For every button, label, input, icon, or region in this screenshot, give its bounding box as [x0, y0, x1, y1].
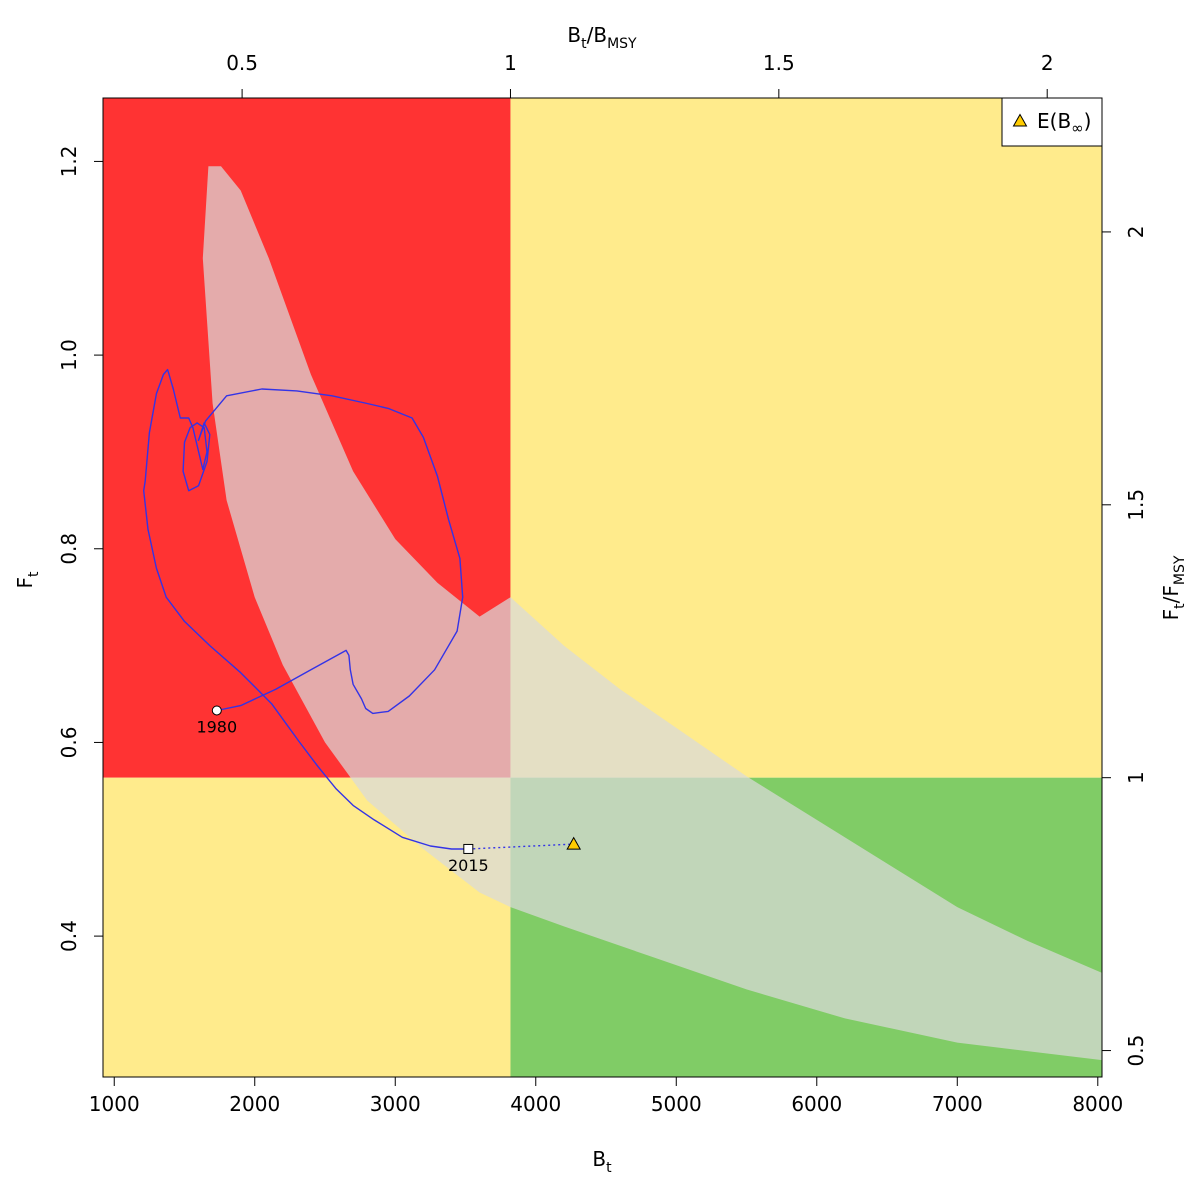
expected-biomass-marker [566, 836, 582, 850]
start-point-marker [211, 705, 222, 716]
legend-label-main: E(B [1037, 109, 1071, 133]
top-tick-label: 0.5 [226, 51, 258, 75]
left-tick-label: 0.4 [57, 920, 81, 952]
year-label-2015: 2015 [448, 856, 489, 875]
legend-triangle-icon [1012, 113, 1028, 127]
left-tick-label: 1.0 [57, 339, 81, 371]
right-tick-label: 1 [1124, 771, 1148, 784]
x-axis-title-sub: t [606, 1160, 612, 1176]
end-point-marker [463, 843, 474, 854]
bottom-tick-label: 7000 [932, 1092, 983, 1116]
bottom-tick-label: 8000 [1072, 1092, 1123, 1116]
top-axis-title-slash: /B [587, 23, 607, 47]
y-axis-title: Ft [13, 571, 42, 589]
top-tick-label: 1 [504, 51, 517, 75]
left-tick-label: 0.6 [57, 727, 81, 759]
confidence-region-layer [202, 166, 1102, 1061]
right-axis-title-sub2: MSY [1172, 555, 1188, 585]
top-axis-title-sub2: MSY [607, 36, 637, 52]
right-tick-label: 0.5 [1124, 1035, 1148, 1067]
bottom-tick-label: 6000 [791, 1092, 842, 1116]
axes-layer: 1000 2000 3000 4000 5000 6000 7000 8000 0.4 0.6 0.… [57, 51, 1148, 1116]
year-label-1980: 1980 [196, 717, 237, 736]
bottom-tick-label: 5000 [651, 1092, 702, 1116]
x-axis-title-main: B [592, 1147, 606, 1171]
trajectory-layer [142, 368, 574, 850]
y-axis-title-sub: t [26, 571, 42, 577]
top-tick-label: 2 [1041, 51, 1054, 75]
right-axis-title-main: F [1159, 609, 1183, 621]
legend-label-end: ) [1084, 109, 1092, 133]
top-axis-title-sub1: t [581, 36, 587, 52]
point-annotations-layer: 1980 2015 [196, 717, 488, 874]
plot-frame [102, 97, 1103, 1078]
right-axis-title-slash: /F [1159, 585, 1183, 603]
confidence-region [202, 166, 1102, 1061]
legend-label-expected-biomass: E(B∞) [1037, 109, 1091, 137]
y-axis-title-main: F [13, 577, 37, 589]
bottom-tick-label: 4000 [510, 1092, 561, 1116]
region-overfishing-caution [510, 98, 1102, 778]
left-tick-label: 1.2 [57, 146, 81, 178]
x-axis-title: Bt [592, 1147, 612, 1176]
right-axis-title: Ft/FMSY [1159, 555, 1188, 620]
top-axis-title: Bt/BMSY [567, 23, 637, 52]
left-tick-label: 0.8 [57, 533, 81, 565]
bottom-tick-label: 3000 [370, 1092, 421, 1116]
right-axis-title-sub1: t [1172, 603, 1188, 609]
bottom-tick-label: 2000 [229, 1092, 280, 1116]
top-tick-label: 1.5 [763, 51, 795, 75]
right-tick-label: 2 [1124, 226, 1148, 239]
bottom-tick-label: 1000 [89, 1092, 140, 1116]
legend-label-sub: ∞ [1071, 119, 1084, 137]
legend: E(B∞) [1001, 97, 1103, 147]
biomass-fishing-trajectory [142, 368, 469, 850]
point-markers-layer [211, 705, 582, 854]
right-tick-label: 1.5 [1124, 489, 1148, 521]
top-axis-title-main: B [567, 23, 581, 47]
